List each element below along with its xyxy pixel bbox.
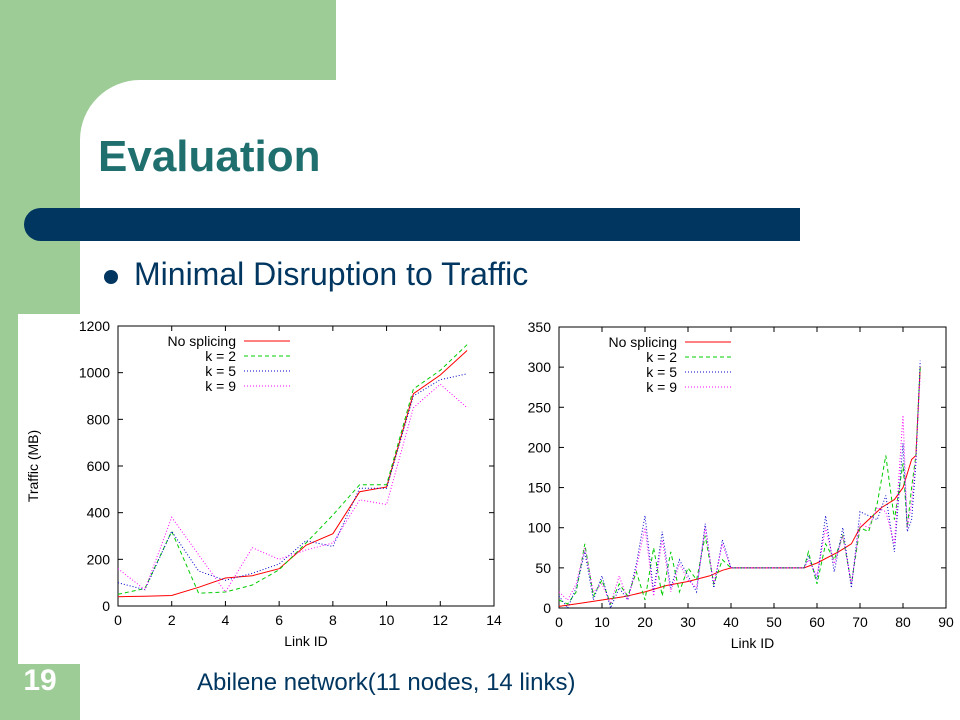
x-tick-label: 14 bbox=[486, 612, 502, 628]
white-rounded-corner bbox=[80, 80, 140, 140]
y-tick-label: 0 bbox=[543, 600, 551, 616]
series-line-1 bbox=[558, 367, 921, 606]
y-tick-label: 800 bbox=[87, 411, 111, 427]
legend-label-1: k = 2 bbox=[646, 349, 677, 365]
y-tick-label: 250 bbox=[528, 399, 552, 415]
traffic-chart-left: 0 2 4 6 8 10 12 14 0 200 400 600 800 1000 1200 Link ID T… bbox=[18, 314, 510, 664]
bullet-dot bbox=[104, 270, 118, 284]
x-tick-label: 12 bbox=[432, 612, 448, 628]
x-tick-label: 80 bbox=[895, 614, 911, 630]
figure-caption: Abilene network(11 nodes, 14 links) bbox=[197, 669, 576, 696]
y-tick-label: 0 bbox=[102, 598, 110, 614]
x-tick-label: 60 bbox=[809, 614, 825, 630]
x-tick-label: 70 bbox=[852, 614, 868, 630]
legend-label-1: k = 2 bbox=[205, 348, 236, 364]
legend-label-0: No splicing bbox=[609, 334, 677, 350]
y-tick-label: 1000 bbox=[79, 365, 110, 381]
y-tick-label: 400 bbox=[87, 505, 111, 521]
y-tick-label: 300 bbox=[528, 359, 552, 375]
series-line-2 bbox=[558, 360, 921, 610]
series-line-3 bbox=[558, 375, 921, 606]
x-tick-label: 0 bbox=[555, 614, 563, 630]
x-tick-label: 0 bbox=[114, 612, 122, 628]
x-tick-label: 50 bbox=[766, 614, 782, 630]
y-tick-label: 150 bbox=[528, 480, 552, 496]
traffic-chart-right: 0 10 20 30 40 50 60 70 80 90 0 50 100 150 200 250 300 350… bbox=[510, 314, 960, 664]
plot-frame bbox=[117, 325, 495, 607]
plot-frame bbox=[558, 326, 947, 609]
series-line-3 bbox=[117, 383, 468, 593]
series-line-0 bbox=[117, 350, 468, 598]
slide-title: Evaluation bbox=[98, 132, 321, 181]
y-tick-label: 50 bbox=[535, 560, 551, 576]
y-axis-label: Traffic (MB) bbox=[25, 430, 41, 502]
y-tick-label: 600 bbox=[87, 458, 111, 474]
x-tick-label: 40 bbox=[723, 614, 739, 630]
y-tick-label: 200 bbox=[87, 551, 111, 567]
bullet-text: Minimal Disruption to Traffic bbox=[134, 256, 529, 292]
x-axis-label: Link ID bbox=[731, 635, 775, 651]
legend-label-2: k = 5 bbox=[205, 363, 236, 379]
series-line-1 bbox=[117, 344, 468, 595]
x-tick-label: 10 bbox=[379, 612, 395, 628]
x-tick-label: 30 bbox=[680, 614, 696, 630]
slide-number: 19 bbox=[23, 664, 57, 697]
y-tick-label: 100 bbox=[528, 520, 552, 536]
x-tick-label: 4 bbox=[222, 612, 230, 628]
y-tick-label: 200 bbox=[528, 439, 552, 455]
legend-label-3: k = 9 bbox=[646, 379, 677, 395]
x-tick-label: 2 bbox=[168, 612, 176, 628]
x-tick-label: 90 bbox=[938, 614, 954, 630]
x-axis-label: Link ID bbox=[284, 633, 328, 649]
y-tick-label: 1200 bbox=[79, 318, 110, 334]
x-tick-label: 6 bbox=[275, 612, 283, 628]
title-rule-bar bbox=[24, 208, 800, 241]
x-tick-label: 8 bbox=[329, 612, 337, 628]
y-tick-label: 350 bbox=[528, 319, 552, 335]
legend-label-2: k = 5 bbox=[646, 364, 677, 380]
x-tick-label: 10 bbox=[594, 614, 610, 630]
legend-label-0: No splicing bbox=[168, 333, 236, 349]
x-tick-label: 20 bbox=[637, 614, 653, 630]
series-line-0 bbox=[558, 367, 921, 607]
legend-label-3: k = 9 bbox=[205, 378, 236, 394]
